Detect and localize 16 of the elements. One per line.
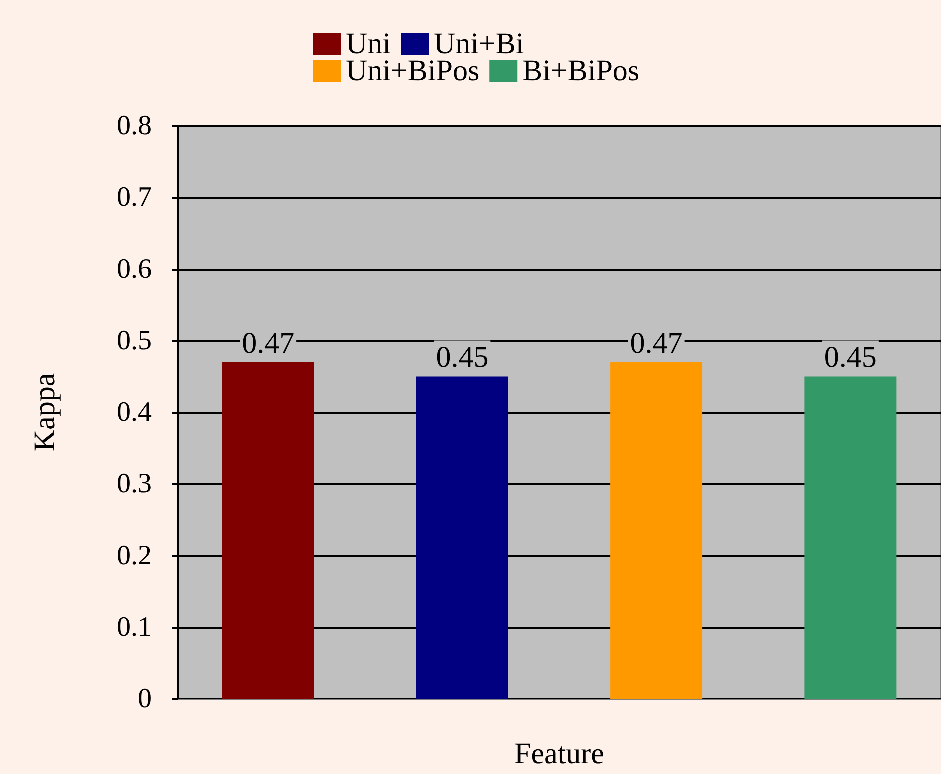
data-label: 0.45 [824, 341, 877, 374]
y-tick-label: 0.1 [117, 612, 152, 643]
y-tick-label: 0.5 [117, 325, 152, 356]
y-tick-label: 0.6 [117, 254, 152, 285]
y-tick-label: 0.8 [117, 110, 152, 142]
y-tick-label: 0 [138, 684, 152, 714]
x-axis-title: Feature [514, 738, 604, 770]
data-label: 0.45 [436, 341, 489, 374]
y-axis-title: Kappa [28, 373, 62, 452]
data-label: 0.47 [630, 326, 683, 360]
y-tick-label: 0.4 [117, 397, 152, 428]
legend-label: Bi+BiPos [522, 54, 640, 88]
y-tick-label: 0.3 [117, 468, 152, 500]
y-tick-label: 0.2 [117, 540, 152, 572]
y-tick-label: 0.7 [117, 182, 152, 214]
data-label: 0.47 [242, 326, 295, 360]
